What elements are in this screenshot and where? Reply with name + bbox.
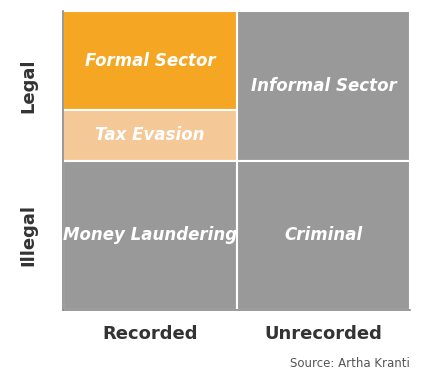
FancyBboxPatch shape: [237, 161, 410, 310]
Text: Formal Sector: Formal Sector: [85, 52, 215, 70]
Text: Money Laundering: Money Laundering: [63, 226, 237, 244]
Text: Unrecorded: Unrecorded: [265, 325, 382, 343]
Text: Legal: Legal: [20, 59, 38, 113]
Text: Illegal: Illegal: [20, 204, 38, 266]
FancyBboxPatch shape: [63, 110, 237, 161]
FancyBboxPatch shape: [63, 161, 237, 310]
Text: Informal Sector: Informal Sector: [251, 77, 396, 95]
Text: Recorded: Recorded: [102, 325, 198, 343]
FancyBboxPatch shape: [237, 11, 410, 161]
FancyBboxPatch shape: [63, 11, 237, 110]
Text: Tax Evasion: Tax Evasion: [96, 126, 205, 144]
Text: Source: Artha Kranti: Source: Artha Kranti: [291, 357, 410, 370]
Text: Criminal: Criminal: [285, 226, 363, 244]
